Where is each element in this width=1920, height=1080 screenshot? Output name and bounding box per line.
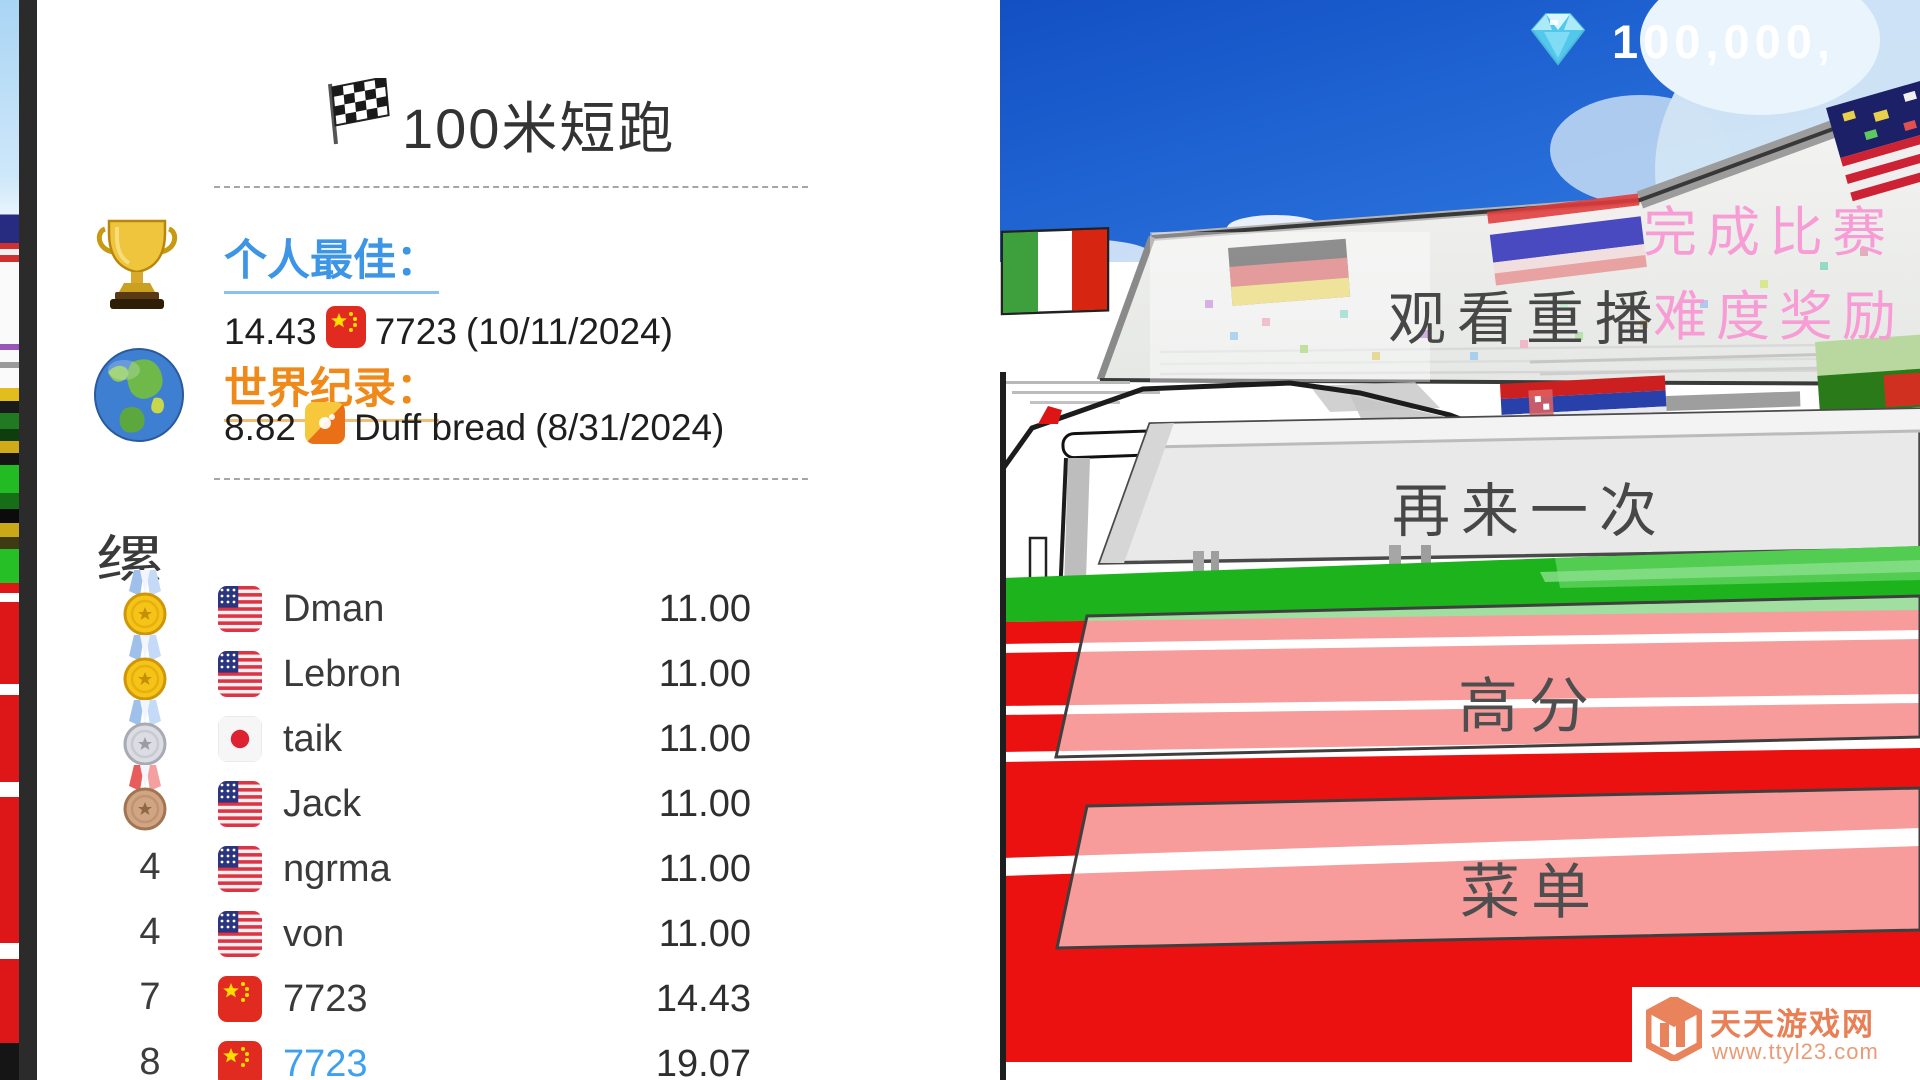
watermark-url: www.ttyl23.com	[1712, 1039, 1879, 1064]
player-name: von	[283, 913, 345, 955]
country-flag-icon	[218, 1041, 262, 1080]
adjacent-scene-strip	[0, 0, 19, 1080]
personal-best-time: 14.43	[224, 310, 317, 352]
germany-flag-icon	[1228, 238, 1351, 306]
time-value: 11.00	[658, 653, 751, 695]
leaderboard-row: 4 von 11.00	[37, 903, 1000, 968]
panel-divider	[19, 0, 37, 1080]
difficulty-bonus-text: 难度奖励 +	[1653, 287, 1920, 347]
leaderboard-row: Lebron 11.00	[37, 635, 1000, 708]
race-complete-text: 完成比赛	[1643, 203, 1895, 263]
country-flag-icon	[218, 716, 262, 762]
results-panel: 100米短跑 个人最佳： 14.43 7723 (10/11/2024)	[37, 0, 1000, 1080]
country-flag-icon	[218, 976, 262, 1022]
player-name: Dman	[283, 588, 385, 630]
rank-label: 4	[139, 911, 161, 953]
separator	[214, 478, 808, 480]
medal-icon	[117, 763, 173, 833]
leaderboard-row: taik 11.00	[37, 700, 1000, 773]
world-record-line: 8.82 Duff bread (8/31/2024)	[224, 402, 724, 453]
italy-flag-icon	[1000, 227, 1110, 316]
globe-icon	[92, 346, 186, 444]
country-flag-icon	[218, 586, 262, 632]
player-name: Lebron	[283, 653, 402, 695]
leaderboard-row: 8 7723 19.07	[37, 1033, 1000, 1080]
leaderboard-row: 4 ngrma 11.00	[37, 838, 1000, 903]
time-value: 19.07	[655, 1043, 751, 1080]
bt-flag-icon	[305, 402, 346, 453]
rank-label: 4	[139, 846, 161, 888]
menu-band[interactable]	[1055, 786, 1920, 950]
high-score-band[interactable]	[1054, 594, 1920, 759]
watermark: 天天游戏网 www.ttyl23.com	[1632, 987, 1920, 1080]
game-viewport: 100,000, 完成比赛 难度奖励 + 观看重播 再来一次 高分 菜单	[1000, 0, 1920, 1080]
serbia-flag-icon	[1500, 375, 1668, 428]
personal-best-line: 14.43 7723 (10/11/2024)	[224, 306, 673, 357]
currency-counter: 100,000,	[1612, 15, 1835, 68]
medal-icon	[117, 568, 173, 638]
player-name: taik	[283, 718, 343, 760]
leaderboard-row: Dman 11.00	[37, 570, 1000, 643]
world-record-date: (8/31/2024)	[535, 406, 725, 448]
time-value: 11.00	[658, 718, 751, 760]
leaderboard: Dman 11.00 Lebron 11.00 taik 11.00 Jack …	[37, 570, 1000, 1080]
medal-icon	[117, 698, 173, 768]
player-name: ngrma	[283, 848, 391, 890]
player-name: 7723	[283, 978, 368, 1020]
diamond-icon	[1524, 8, 1590, 70]
world-record-player: Duff bread	[354, 406, 527, 448]
stadium-art	[1000, 0, 1920, 1080]
cn-flag-icon	[325, 306, 366, 357]
rank-label: 7	[139, 976, 161, 1018]
personal-best-date: (10/11/2024)	[465, 310, 673, 352]
thailand-flag-icon	[1487, 193, 1647, 286]
country-flag-icon	[218, 846, 262, 892]
country-flag-icon	[218, 781, 262, 827]
time-value: 11.00	[658, 588, 751, 630]
world-record-time: 8.82	[224, 406, 297, 448]
time-value: 14.43	[655, 978, 751, 1020]
trophy-icon	[95, 215, 179, 311]
checkered-flag-icon	[322, 75, 396, 148]
watermark-site-name: 天天游戏网	[1710, 1007, 1875, 1042]
player-name: 7723	[283, 1043, 368, 1080]
spectator-confetti	[1205, 248, 1868, 360]
us-stand-flag-icon	[1826, 66, 1920, 202]
rank-label: 8	[139, 1041, 161, 1080]
retry-button[interactable]: 再来一次	[1392, 464, 1668, 548]
country-flag-icon	[218, 651, 262, 697]
watermark-logo-icon	[1644, 995, 1704, 1063]
watch-replay-button[interactable]: 观看重播	[1388, 272, 1664, 356]
personal-best-player: 7723	[374, 310, 457, 352]
personal-best-label: 个人最佳：	[224, 226, 439, 294]
leaderboard-row: Jack 11.00	[37, 765, 1000, 838]
page-title: 100米短跑	[402, 97, 676, 160]
time-value: 11.00	[658, 848, 751, 890]
medal-icon	[117, 633, 173, 703]
country-flag-icon	[218, 911, 262, 957]
menu-button[interactable]: 菜单	[1460, 844, 1602, 931]
time-value: 11.00	[658, 783, 751, 825]
separator	[214, 186, 808, 188]
player-name: Jack	[283, 783, 362, 825]
leaderboard-row: 7 7723 14.43	[37, 968, 1000, 1033]
time-value: 11.00	[658, 913, 751, 955]
high-score-button[interactable]: 高分	[1458, 658, 1600, 745]
right-edge-flag-icon	[1815, 334, 1920, 414]
